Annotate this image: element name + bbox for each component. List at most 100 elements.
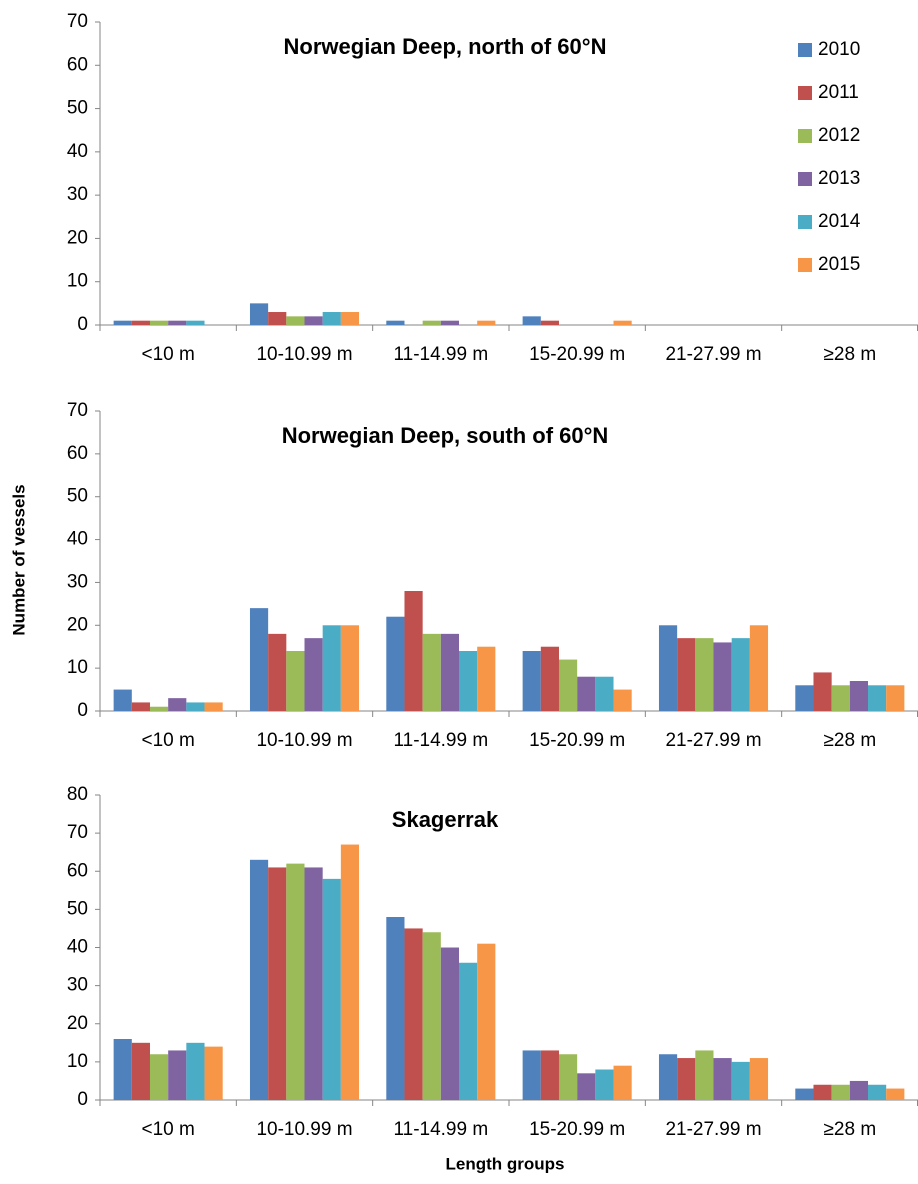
bar (168, 320, 187, 325)
bar (113, 320, 132, 325)
x-tick-label: <10 m (141, 1119, 194, 1140)
bar (186, 320, 205, 325)
bar (268, 633, 287, 711)
legend-label: 2012 (818, 125, 860, 146)
bar (113, 1039, 132, 1100)
bar (249, 859, 269, 1100)
bar (813, 1084, 832, 1100)
y-tick-label: 70 (67, 400, 88, 421)
x-tick-label: 15-20.99 m (529, 730, 625, 751)
legend-swatch (798, 129, 812, 143)
bar (304, 316, 323, 325)
y-tick-label: 50 (67, 898, 88, 919)
bar (713, 1058, 732, 1100)
bar (113, 689, 132, 711)
y-tick-label: 70 (67, 11, 88, 32)
y-tick-label: 60 (67, 860, 88, 881)
bar (695, 638, 714, 711)
bar (713, 642, 732, 711)
bar (595, 676, 614, 711)
y-tick-label: 30 (67, 184, 88, 205)
bar (695, 1050, 714, 1100)
y-tick-label: 40 (67, 141, 88, 162)
x-tick-label: <10 m (141, 344, 194, 365)
bar (268, 312, 287, 325)
bar (404, 928, 423, 1100)
bar (304, 867, 323, 1100)
x-tick-label: 15-20.99 m (529, 344, 625, 365)
legend-swatch (798, 172, 812, 186)
legend-swatch (798, 43, 812, 57)
bar (795, 685, 814, 711)
y-tick-label: 60 (67, 443, 88, 464)
bar (322, 625, 341, 711)
bar (658, 1054, 678, 1100)
x-tick-label: 10-10.99 m (256, 344, 352, 365)
y-tick-label: 20 (67, 227, 88, 248)
chart-title: Norwegian Deep, south of 60°N (282, 423, 609, 448)
bar (613, 320, 632, 325)
bar (149, 1054, 169, 1100)
x-tick-label: 21-27.99 m (665, 1119, 761, 1140)
bar (613, 1065, 632, 1100)
bar (577, 676, 596, 711)
bar (422, 932, 441, 1100)
bar (149, 320, 169, 325)
bar (540, 646, 559, 711)
y-tick-label: 30 (67, 571, 88, 592)
bar (540, 320, 559, 325)
bar (304, 638, 323, 711)
bar (340, 625, 360, 711)
legend-swatch (798, 215, 812, 229)
bar (422, 320, 441, 325)
legend-swatch (798, 86, 812, 100)
bar (340, 312, 360, 325)
bar (131, 702, 150, 711)
bar (831, 1084, 850, 1100)
bar (477, 646, 496, 711)
bar (731, 1061, 750, 1100)
bar (440, 320, 460, 325)
legend-label: 2015 (818, 254, 860, 275)
bar (749, 1058, 769, 1100)
y-tick-label: 30 (67, 975, 88, 996)
bar (386, 616, 405, 711)
bar (249, 608, 269, 711)
bar (613, 689, 632, 711)
bar (340, 844, 360, 1100)
y-tick-label: 10 (67, 657, 88, 678)
x-axis-title: Length groups (446, 1154, 565, 1173)
y-axis-title: Number of vessels (9, 484, 28, 635)
bar (404, 591, 423, 711)
bar (477, 943, 496, 1100)
legend-label: 2011 (818, 82, 859, 103)
y-tick-label: 20 (67, 1013, 88, 1034)
bar (522, 651, 541, 711)
y-tick-label: 10 (67, 271, 88, 292)
bar (849, 1080, 869, 1100)
y-tick-label: 50 (67, 98, 88, 119)
legend-label: 2010 (818, 39, 860, 60)
y-tick-label: 0 (77, 314, 88, 335)
bar (849, 681, 869, 711)
legend-label: 2013 (818, 168, 860, 189)
bar (677, 638, 696, 711)
bar (386, 320, 405, 325)
x-tick-label: ≥28 m (823, 1119, 876, 1140)
bar (731, 638, 750, 711)
x-tick-label: ≥28 m (823, 344, 876, 365)
bar (386, 917, 405, 1100)
legend-label: 2014 (818, 211, 861, 232)
bar (186, 1042, 205, 1100)
y-tick-label: 40 (67, 529, 88, 550)
bar (422, 633, 441, 711)
bar (558, 1054, 578, 1100)
y-tick-label: 0 (77, 700, 88, 721)
bar (459, 962, 478, 1100)
bar (886, 685, 905, 711)
bar (286, 316, 305, 325)
chart-title: Norwegian Deep, north of 60°N (284, 34, 607, 59)
bar (868, 1084, 887, 1100)
bar (131, 1042, 150, 1100)
